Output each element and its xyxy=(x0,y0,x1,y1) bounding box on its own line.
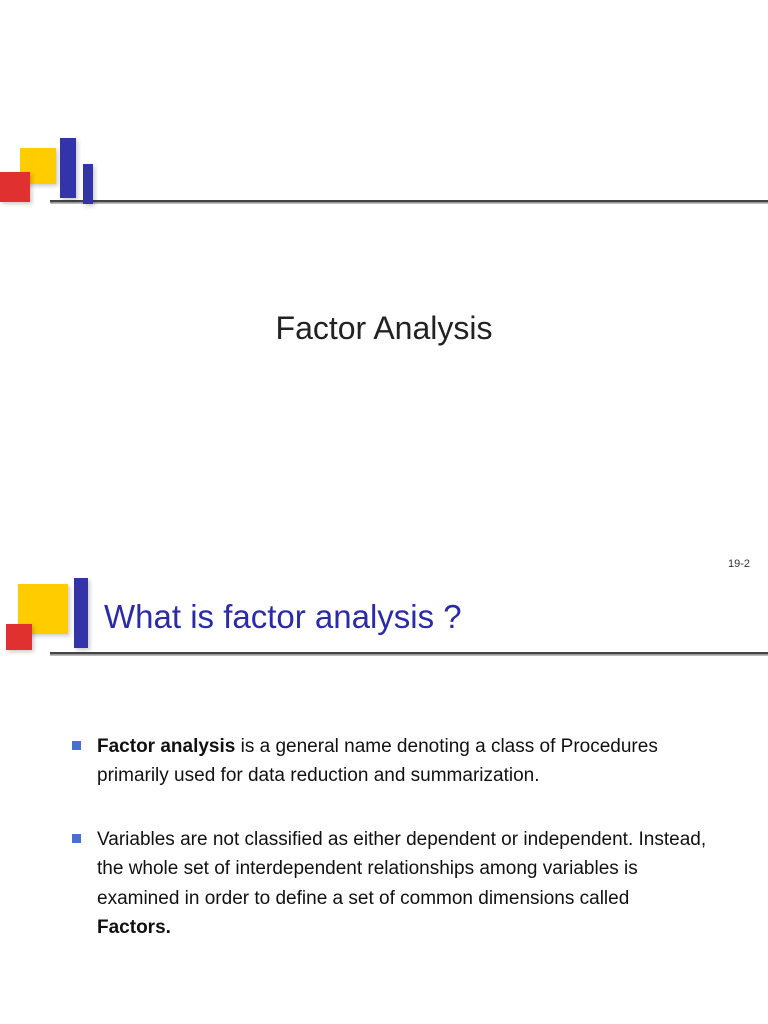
slide2-title: What is factor analysis ? xyxy=(104,598,462,636)
slide-1: Factor Analysis xyxy=(0,0,768,512)
bullet-marker-icon xyxy=(72,741,81,750)
divider-line xyxy=(50,652,768,656)
blue-bar-icon-small xyxy=(83,164,93,204)
list-item: Factor analysis is a general name denoti… xyxy=(72,732,708,791)
blue-bar-icon xyxy=(60,138,76,198)
divider-line xyxy=(50,200,768,204)
red-square-icon xyxy=(0,172,30,202)
bold-tail: Factors. xyxy=(97,917,171,938)
slide1-title: Factor Analysis xyxy=(0,310,768,347)
slide-2: 19-2 What is factor analysis ? Factor an… xyxy=(0,512,768,1024)
bold-lead: Factor analysis xyxy=(97,736,235,757)
bullet-text: Variables are not classified as either d… xyxy=(97,825,708,943)
page-number: 19-2 xyxy=(728,558,750,570)
red-square-icon xyxy=(6,624,32,650)
bullet-list: Factor analysis is a general name denoti… xyxy=(72,732,708,977)
blue-bar-icon xyxy=(74,578,88,648)
bullet-pre: Variables are not classified as either d… xyxy=(97,829,706,909)
bullet-marker-icon xyxy=(72,834,81,843)
bullet-text: Factor analysis is a general name denoti… xyxy=(97,732,708,791)
list-item: Variables are not classified as either d… xyxy=(72,825,708,943)
